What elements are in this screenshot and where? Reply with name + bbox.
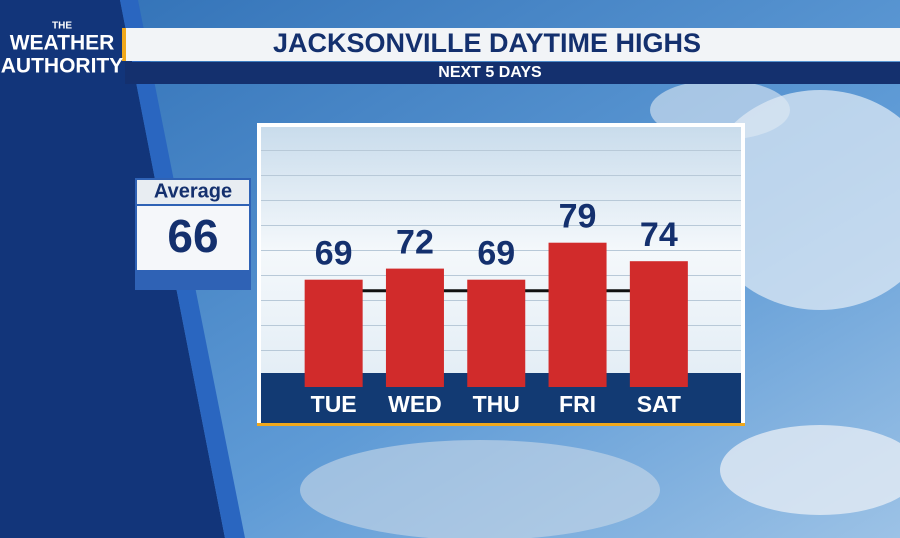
- cloud: [720, 425, 900, 515]
- x-tick-label: FRI: [559, 391, 596, 417]
- value-label: 69: [477, 235, 515, 273]
- plot: TUE WED THU FRI SAT 69 72 69 79 74: [304, 198, 688, 417]
- x-tick-label: WED: [388, 391, 442, 417]
- value-label: 74: [640, 216, 678, 254]
- logo-text: WEATHER: [10, 32, 115, 55]
- value-label: 69: [315, 235, 353, 273]
- x-tick-label: THU: [473, 391, 520, 417]
- bar: [385, 268, 444, 387]
- logo-text: AUTHORITY: [1, 55, 124, 78]
- average-value: 66: [167, 210, 218, 262]
- title-bar: [125, 28, 900, 61]
- average-label-bg: [137, 180, 249, 204]
- chart-subtitle: NEXT 5 DAYS: [438, 64, 542, 81]
- value-label: 79: [559, 198, 597, 236]
- frame-accent: [257, 423, 745, 426]
- value-label: 72: [396, 224, 434, 262]
- average-label: Average: [154, 180, 232, 202]
- bar: [629, 261, 688, 387]
- bar: [304, 279, 363, 387]
- cloud: [700, 90, 900, 310]
- bar: [548, 242, 607, 387]
- cloud: [300, 440, 660, 538]
- side-band: [0, 0, 225, 538]
- x-tick-label: SAT: [637, 391, 681, 417]
- bar: [467, 279, 526, 387]
- subtitle-bar: [125, 62, 900, 84]
- logo-text: THE: [52, 21, 72, 32]
- title-accent: [122, 28, 126, 61]
- chart-title: JACKSONVILLE DAYTIME HIGHS: [273, 28, 701, 58]
- x-tick-label: TUE: [311, 391, 357, 417]
- average-value-bg: [137, 206, 249, 270]
